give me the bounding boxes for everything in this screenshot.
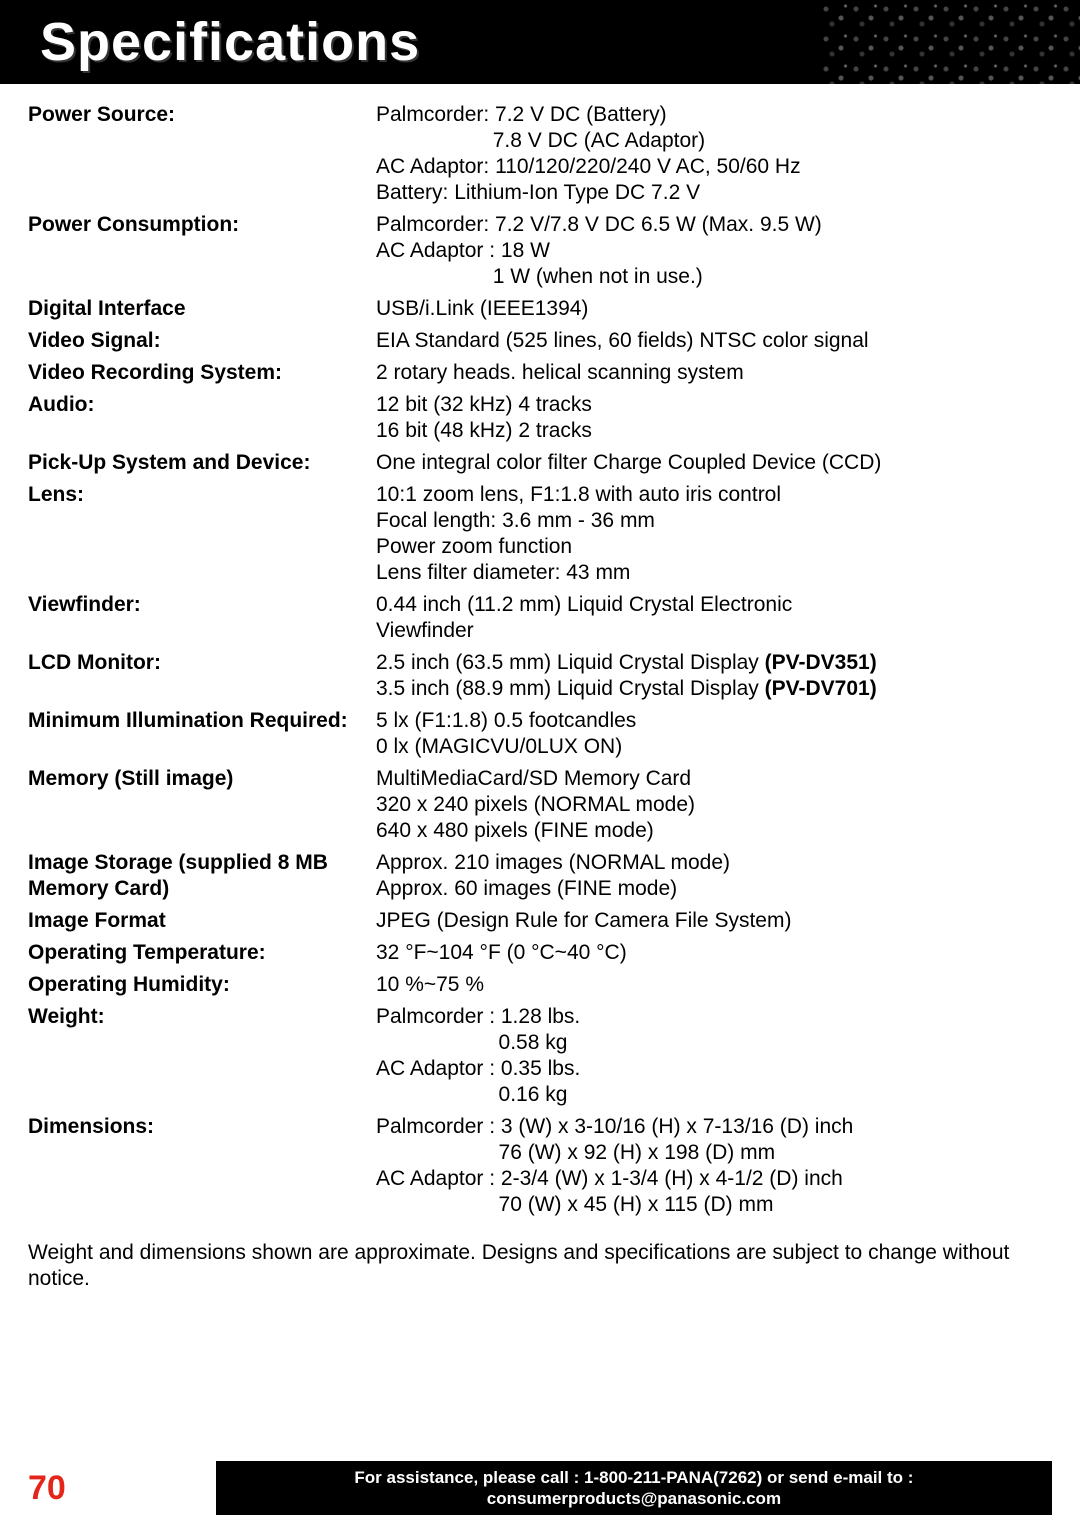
- spec-label: Video Signal:: [28, 328, 376, 354]
- spec-row: Video Recording System:2 rotary heads. h…: [28, 360, 1052, 386]
- spec-label: Power Source:: [28, 102, 376, 128]
- spec-label: Audio:: [28, 392, 376, 418]
- spec-value: 10 %~75 %: [376, 972, 1052, 998]
- spec-row: Minimum Illumination Required:5 lx (F1:1…: [28, 708, 1052, 760]
- spec-row: Image Storage (supplied 8 MB Memory Card…: [28, 850, 1052, 902]
- spec-value: Palmcorder: 7.2 V/7.8 V DC 6.5 W (Max. 9…: [376, 212, 1052, 290]
- spec-label: Weight:: [28, 1004, 376, 1030]
- spec-value: One integral color filter Charge Coupled…: [376, 450, 1052, 476]
- spec-row: Power Source:Palmcorder: 7.2 V DC (Batte…: [28, 102, 1052, 206]
- spec-label: Pick-Up System and Device:: [28, 450, 376, 476]
- spec-label: Image Storage (supplied 8 MB Memory Card…: [28, 850, 376, 902]
- spec-label: Minimum Illumination Required:: [28, 708, 376, 734]
- spec-row: Video Signal:EIA Standard (525 lines, 60…: [28, 328, 1052, 354]
- footer: 70 For assistance, please call : 1-800-2…: [0, 1461, 1080, 1515]
- spec-label: Dimensions:: [28, 1114, 376, 1140]
- spec-row: Pick-Up System and Device:One integral c…: [28, 450, 1052, 476]
- spec-value: JPEG (Design Rule for Camera File System…: [376, 908, 1052, 934]
- spec-row: Lens:10:1 zoom lens, F1:1.8 with auto ir…: [28, 482, 1052, 586]
- spec-value: 2.5 inch (63.5 mm) Liquid Crystal Displa…: [376, 650, 1052, 702]
- header-band: Specifications: [0, 0, 1080, 84]
- spec-row: Operating Temperature:32 °F~104 °F (0 °C…: [28, 940, 1052, 966]
- spec-label: Operating Humidity:: [28, 972, 376, 998]
- spec-row: Audio:12 bit (32 kHz) 4 tracks 16 bit (4…: [28, 392, 1052, 444]
- spec-label: Viewfinder:: [28, 592, 376, 618]
- spec-row: Viewfinder:0.44 inch (11.2 mm) Liquid Cr…: [28, 592, 1052, 644]
- spec-value: 5 lx (F1:1.8) 0.5 footcandles 0 lx (MAGI…: [376, 708, 1052, 760]
- spec-label: Operating Temperature:: [28, 940, 376, 966]
- header-noise-decoration: [820, 0, 1080, 84]
- spec-rows: Power Source:Palmcorder: 7.2 V DC (Batte…: [28, 102, 1052, 1218]
- spec-value: 32 °F~104 °F (0 °C~40 °C): [376, 940, 1052, 966]
- spec-value: 10:1 zoom lens, F1:1.8 with auto iris co…: [376, 482, 1052, 586]
- spec-value: 0.44 inch (11.2 mm) Liquid Crystal Elect…: [376, 592, 1052, 644]
- spec-value: 2 rotary heads. helical scanning system: [376, 360, 1052, 386]
- spec-value: MultiMediaCard/SD Memory Card 320 x 240 …: [376, 766, 1052, 844]
- page-number: 70: [28, 1469, 66, 1508]
- spec-value: 12 bit (32 kHz) 4 tracks 16 bit (48 kHz)…: [376, 392, 1052, 444]
- spec-row: Digital InterfaceUSB/i.Link (IEEE1394): [28, 296, 1052, 322]
- footnote: Weight and dimensions shown are approxim…: [28, 1240, 1052, 1292]
- spec-label: Digital Interface: [28, 296, 376, 322]
- spec-row: Weight:Palmcorder : 1.28 lbs. 0.58 kg AC…: [28, 1004, 1052, 1108]
- spec-value: USB/i.Link (IEEE1394): [376, 296, 1052, 322]
- spec-label: LCD Monitor:: [28, 650, 376, 676]
- spec-value: Palmcorder : 3 (W) x 3-10/16 (H) x 7-13/…: [376, 1114, 1052, 1218]
- spec-content: Power Source:Palmcorder: 7.2 V DC (Batte…: [0, 84, 1080, 1292]
- spec-value: Palmcorder : 1.28 lbs. 0.58 kg AC Adapto…: [376, 1004, 1052, 1108]
- spec-row: Operating Humidity:10 %~75 %: [28, 972, 1052, 998]
- assistance-bar: For assistance, please call : 1-800-211-…: [216, 1461, 1052, 1515]
- spec-label: Power Consumption:: [28, 212, 376, 238]
- spec-value: Palmcorder: 7.2 V DC (Battery) 7.8 V DC …: [376, 102, 1052, 206]
- spec-label: Image Format: [28, 908, 376, 934]
- spec-row: Memory (Still image)MultiMediaCard/SD Me…: [28, 766, 1052, 844]
- spec-row: LCD Monitor:2.5 inch (63.5 mm) Liquid Cr…: [28, 650, 1052, 702]
- spec-value: EIA Standard (525 lines, 60 fields) NTSC…: [376, 328, 1052, 354]
- page-title: Specifications: [40, 11, 420, 73]
- spec-value: Approx. 210 images (NORMAL mode) Approx.…: [376, 850, 1052, 902]
- spec-row: Power Consumption:Palmcorder: 7.2 V/7.8 …: [28, 212, 1052, 290]
- spec-label: Memory (Still image): [28, 766, 376, 792]
- spec-row: Dimensions:Palmcorder : 3 (W) x 3-10/16 …: [28, 1114, 1052, 1218]
- spec-label: Lens:: [28, 482, 376, 508]
- spec-label: Video Recording System:: [28, 360, 376, 386]
- spec-row: Image FormatJPEG (Design Rule for Camera…: [28, 908, 1052, 934]
